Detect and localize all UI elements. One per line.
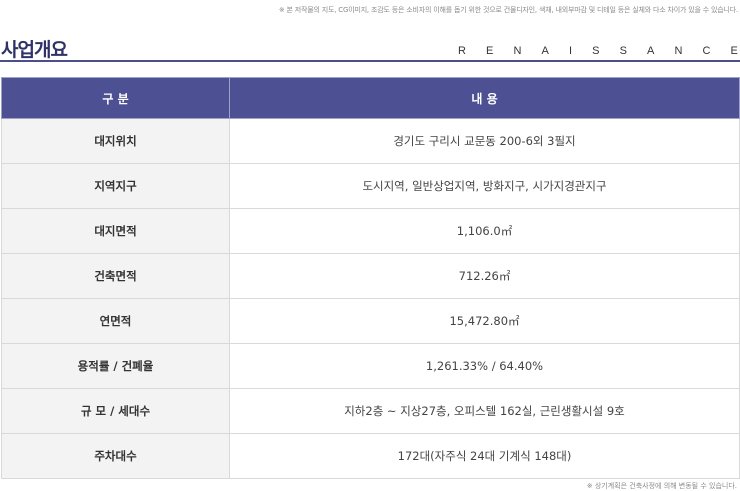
row-label: 대지면적 [1,208,230,254]
brand-letter: A [647,45,655,57]
row-label: 주차대수 [1,433,230,479]
row-value: 712.26㎡ [229,253,740,299]
brand-letter: N [513,45,522,57]
project-overview-table: 구 분 내 용 대지위치 경기도 구리시 교문동 200-6외 3필지 지역지구… [1,77,740,479]
brand-letter: A [541,45,549,57]
row-label: 대지위치 [1,118,230,164]
row-value: 1,261.33% / 64.40% [229,343,740,389]
table-row: 대지면적 1,106.0㎡ [1,208,740,254]
row-value: 지하2층 ~ 지상27층, 오피스텔 162실, 근린생활시설 9호 [229,388,740,434]
plan-change-note: ※ 상기계획은 건축사정에 의해 변동될 수 있습니다. [586,482,737,490]
table-row: 지역지구 도시지역, 일반상업지역, 방화지구, 시가지경관지구 [1,163,740,209]
header-category: 구 분 [1,77,230,119]
row-value: 경기도 구리시 교문동 200-6외 3필지 [229,118,740,164]
brand-wordmark: R E N A I S S A N C E [458,45,738,57]
header-content: 내 용 [229,77,740,119]
disclaimer-note: ※ 본 저작물의 지도, CG이미지, 조감도 등은 소비자의 이해를 돕기 위… [278,6,738,14]
brand-letter: N [674,45,683,57]
brand-letter: R [458,45,466,57]
brand-letter: S [619,45,627,57]
table-row: 규 모 / 세대수 지하2층 ~ 지상27층, 오피스텔 162실, 근린생활시… [1,388,740,434]
brand-letter: E [486,45,494,57]
table-row: 건축면적 712.26㎡ [1,253,740,299]
brand-letter: I [568,45,573,57]
row-label: 연면적 [1,298,230,344]
row-label: 용적률 / 건폐율 [1,343,230,389]
row-value: 15,472.80㎡ [229,298,740,344]
brand-letter: C [702,45,711,57]
row-value: 1,106.0㎡ [229,208,740,254]
table-row: 주차대수 172대(자주식 24대 기계식 148대) [1,433,740,479]
table-header-row: 구 분 내 용 [1,77,740,119]
page-title: 사업개요 [1,39,68,61]
brand-letter: S [592,45,600,57]
row-label: 지역지구 [1,163,230,209]
table-row: 대지위치 경기도 구리시 교문동 200-6외 3필지 [1,118,740,164]
row-label: 건축면적 [1,253,230,299]
row-value: 도시지역, 일반상업지역, 방화지구, 시가지경관지구 [229,163,740,209]
table-row: 용적률 / 건폐율 1,261.33% / 64.40% [1,343,740,389]
brand-letter: E [730,45,738,57]
row-label: 규 모 / 세대수 [1,388,230,434]
title-divider [0,60,740,62]
row-value: 172대(자주식 24대 기계식 148대) [229,433,740,479]
table-row: 연면적 15,472.80㎡ [1,298,740,344]
